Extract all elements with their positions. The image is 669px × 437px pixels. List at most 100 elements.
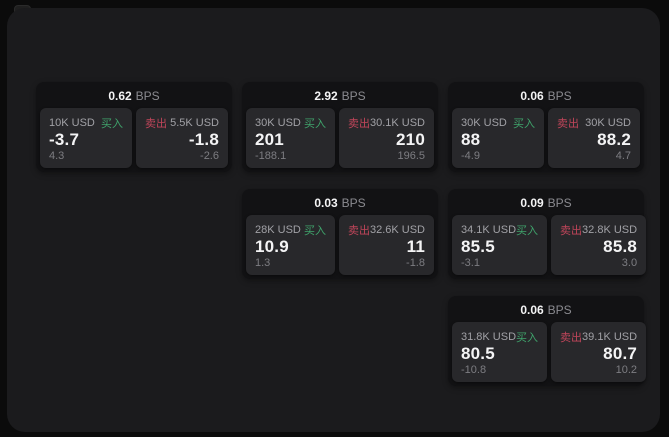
buy-delta: -4.9 — [461, 150, 480, 162]
buy-tile[interactable]: 30K USD 买入 88 -4.9 — [452, 108, 544, 168]
sell-side-label: 卖出 — [560, 332, 583, 344]
sell-tile[interactable]: 卖出 32.8K USD 85.8 3.0 — [551, 215, 647, 275]
buy-side-label: 买入 — [303, 118, 326, 130]
buy-amount: 34.1K USD — [461, 224, 517, 236]
bps-value: 0.09 — [520, 196, 544, 210]
quote-tiles: 10K USD 买入 -3.7 4.3 卖出 5.5K USD -1.8 -2.… — [40, 108, 228, 168]
buy-tile[interactable]: 31.8K USD 买入 80.5 -10.8 — [452, 322, 548, 382]
buy-tile-top: 31.8K USD 买入 — [461, 329, 538, 345]
sell-tile[interactable]: 卖出 39.1K USD 80.7 10.2 — [551, 322, 647, 382]
buy-tile[interactable]: 28K USD 买入 10.9 1.3 — [246, 215, 335, 275]
sell-amount: 30K USD — [585, 117, 631, 129]
bps-header: 0.03 BPS — [242, 189, 438, 215]
buy-delta: 4.3 — [49, 150, 65, 162]
bps-unit: BPS — [341, 196, 366, 210]
buy-side-label: 买入 — [303, 225, 326, 237]
buy-delta: -188.1 — [255, 150, 287, 162]
bps-header: 0.62 BPS — [36, 82, 232, 108]
sell-delta: -2.6 — [200, 150, 219, 162]
sell-amount: 32.6K USD — [369, 224, 425, 236]
buy-tile-top: 30K USD 买入 — [461, 115, 535, 131]
buy-amount: 30K USD — [461, 117, 507, 129]
sell-price: 11 — [406, 237, 425, 257]
buy-tile[interactable]: 34.1K USD 买入 85.5 -3.1 — [452, 215, 548, 275]
buy-price: 80.5 — [461, 344, 495, 364]
quote-card: 0.03 BPS 28K USD 买入 10.9 1.3 卖出 32.6K US… — [242, 189, 438, 279]
buy-side-label: 买入 — [513, 118, 535, 130]
sell-tile-top: 卖出 32.8K USD — [560, 222, 637, 238]
sell-tile-top: 卖出 32.6K USD — [348, 222, 425, 238]
buy-delta: -10.8 — [461, 364, 487, 376]
sell-side-label: 卖出 — [557, 118, 579, 130]
bps-value: 0.62 — [108, 89, 132, 103]
sell-delta: 10.2 — [615, 364, 638, 376]
quote-card: 0.06 BPS 30K USD 买入 88 -4.9 卖出 30K USD 8… — [448, 82, 644, 172]
bps-header: 0.06 BPS — [448, 82, 644, 108]
sell-price: 85.8 — [603, 237, 638, 257]
sell-tile-top: 卖出 39.1K USD — [560, 329, 637, 345]
quote-tiles: 28K USD 买入 10.9 1.3 卖出 32.6K USD 11 -1.8 — [246, 215, 434, 275]
buy-tile-top: 30K USD 买入 — [255, 115, 326, 131]
sell-amount: 32.8K USD — [582, 224, 638, 236]
sell-delta: 196.5 — [397, 150, 425, 162]
buy-amount: 10K USD — [49, 117, 95, 129]
sell-tile-top: 卖出 30K USD — [557, 115, 631, 131]
buy-tile-top: 28K USD 买入 — [255, 222, 326, 238]
buy-tile-top: 10K USD 买入 — [49, 115, 123, 131]
buy-tile-top: 34.1K USD 买入 — [461, 222, 538, 238]
sell-side-label: 卖出 — [145, 118, 167, 130]
bps-unit: BPS — [135, 89, 160, 103]
sell-side-label: 卖出 — [560, 225, 583, 237]
sell-side-label: 卖出 — [347, 118, 370, 130]
buy-delta: -3.1 — [461, 257, 480, 269]
quote-card: 0.06 BPS 31.8K USD 买入 80.5 -10.8 卖出 39.1… — [448, 296, 647, 386]
quote-card: 2.92 BPS 30K USD 买入 201 -188.1 卖出 30.1K … — [242, 82, 438, 172]
bps-header: 0.06 BPS — [448, 296, 644, 322]
sell-delta: -1.8 — [406, 257, 425, 269]
bps-unit: BPS — [547, 89, 572, 103]
sell-amount: 39.1K USD — [582, 331, 638, 343]
quote-tiles: 34.1K USD 买入 85.5 -3.1 卖出 32.8K USD 85.8… — [452, 215, 647, 275]
buy-amount: 31.8K USD — [461, 331, 517, 343]
quote-tiles: 30K USD 买入 201 -188.1 卖出 30.1K USD 210 1… — [246, 108, 434, 168]
bps-header: 0.09 BPS — [448, 189, 644, 215]
buy-side-label: 买入 — [516, 225, 539, 237]
buy-amount: 28K USD — [255, 224, 301, 236]
bps-value: 2.92 — [314, 89, 338, 103]
bps-unit: BPS — [547, 303, 572, 317]
sell-tile[interactable]: 卖出 30.1K USD 210 196.5 — [338, 108, 434, 168]
sell-price: 88.2 — [597, 130, 631, 150]
sell-price: 80.7 — [603, 344, 638, 364]
bps-value: 0.03 — [314, 196, 338, 210]
buy-price: 10.9 — [255, 237, 289, 257]
sell-delta: 4.7 — [615, 150, 631, 162]
buy-tile[interactable]: 30K USD 买入 201 -188.1 — [246, 108, 335, 168]
sell-price: 210 — [396, 130, 425, 150]
bps-header: 2.92 BPS — [242, 82, 438, 108]
sell-price: -1.8 — [188, 130, 219, 150]
cards-grid: 0.62 BPS 10K USD 买入 -3.7 4.3 卖出 5.5K USD… — [36, 82, 647, 386]
bps-unit: BPS — [341, 89, 366, 103]
sell-tile-top: 卖出 5.5K USD — [145, 115, 219, 131]
buy-delta: 1.3 — [255, 257, 271, 269]
quote-card: 0.62 BPS 10K USD 买入 -3.7 4.3 卖出 5.5K USD… — [36, 82, 232, 172]
bps-value: 0.06 — [520, 89, 544, 103]
buy-side-label: 买入 — [516, 332, 539, 344]
sell-tile[interactable]: 卖出 30K USD 88.2 4.7 — [548, 108, 640, 168]
buy-tile[interactable]: 10K USD 买入 -3.7 4.3 — [40, 108, 132, 168]
sell-delta: 3.0 — [621, 257, 638, 269]
sell-amount: 30.1K USD — [369, 117, 425, 129]
quote-tiles: 30K USD 买入 88 -4.9 卖出 30K USD 88.2 4.7 — [452, 108, 640, 168]
buy-amount: 30K USD — [255, 117, 301, 129]
sell-side-label: 卖出 — [347, 225, 370, 237]
quote-tiles: 31.8K USD 买入 80.5 -10.8 卖出 39.1K USD 80.… — [452, 322, 647, 382]
buy-price: 201 — [255, 130, 284, 150]
bps-unit: BPS — [547, 196, 572, 210]
buy-price: 88 — [461, 130, 481, 150]
sell-tile[interactable]: 卖出 32.6K USD 11 -1.8 — [338, 215, 434, 275]
sell-amount: 5.5K USD — [170, 117, 219, 129]
buy-side-label: 买入 — [101, 118, 123, 130]
buy-price: 85.5 — [461, 237, 495, 257]
sell-tile-top: 卖出 30.1K USD — [348, 115, 425, 131]
sell-tile[interactable]: 卖出 5.5K USD -1.8 -2.6 — [136, 108, 228, 168]
